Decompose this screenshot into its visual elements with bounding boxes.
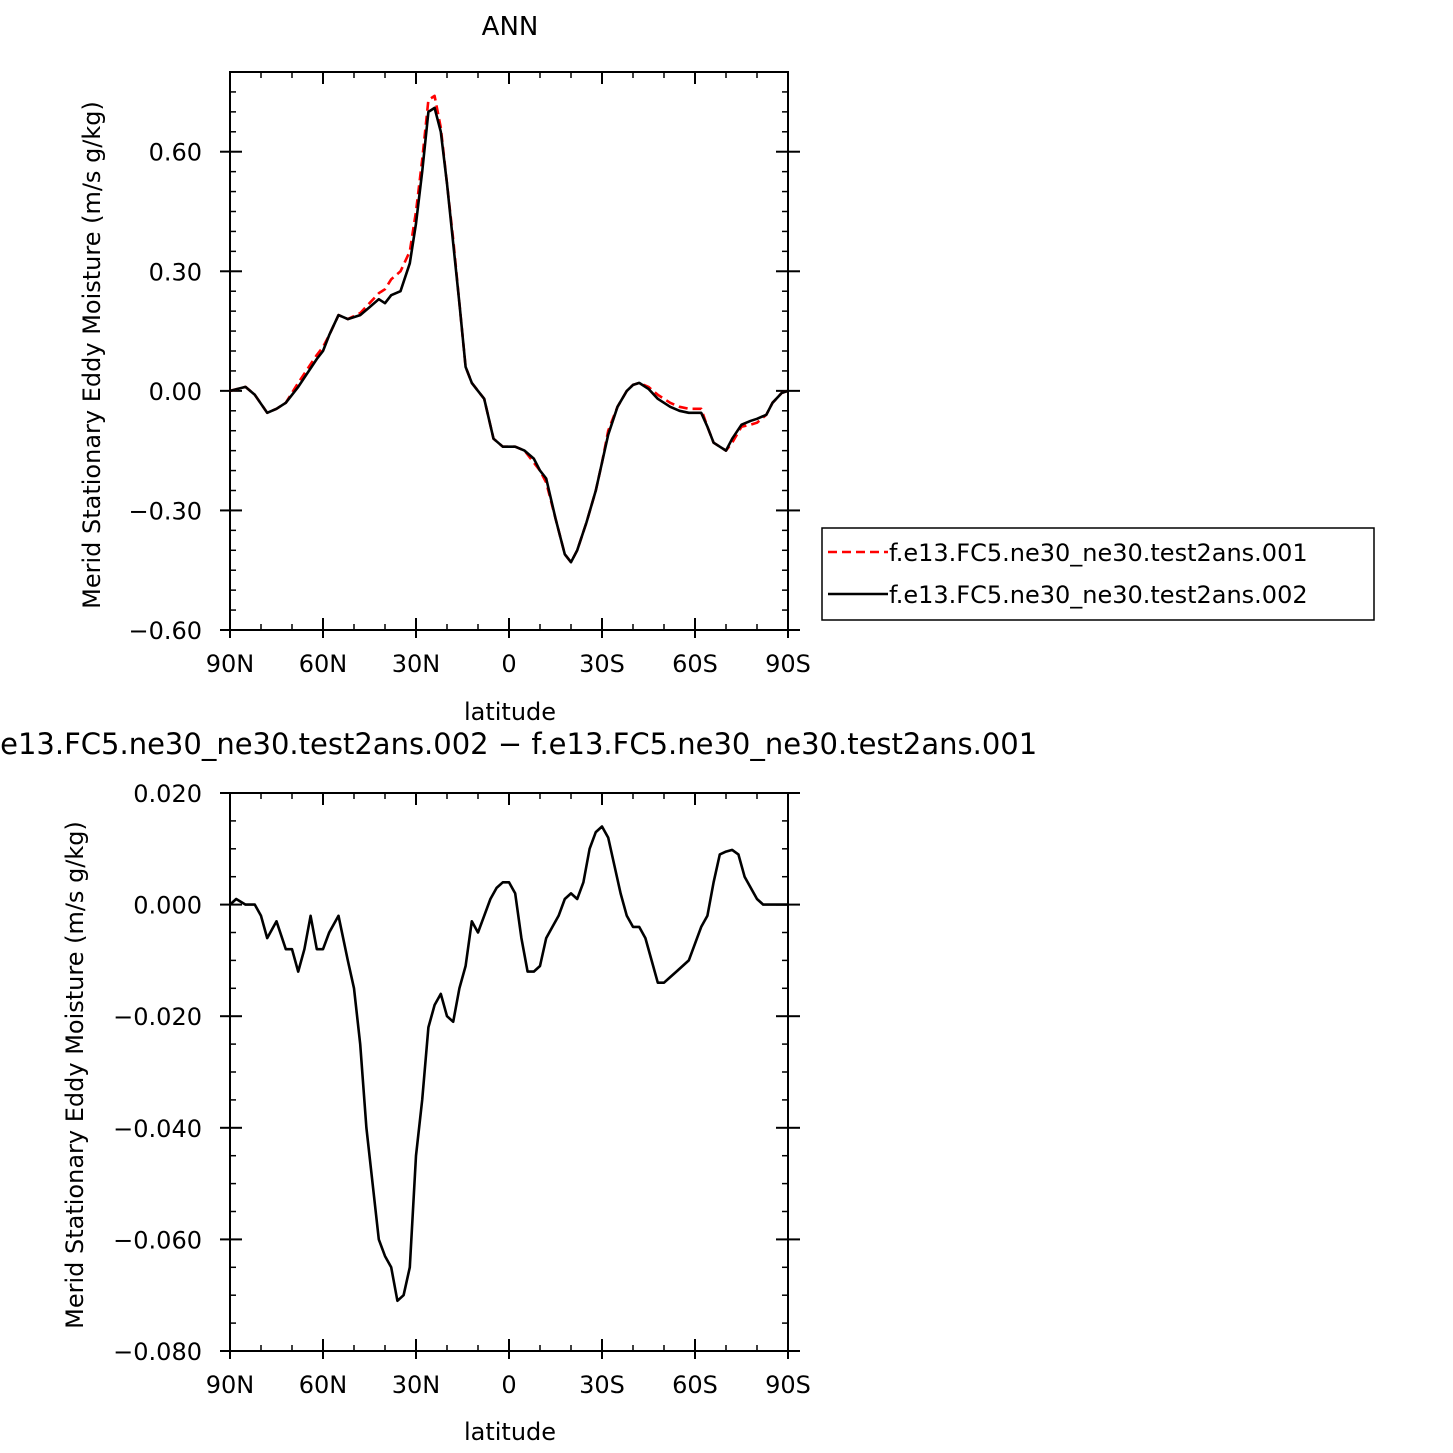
bottom-x-tick-label: 90N [206, 1371, 255, 1399]
bottom-y-tick-label: 0.000 [133, 892, 202, 920]
bottom-ticks: 90N 60N 30N 0 30S 60S 90S −0.080 −0.060 −0.040 −0.… [113, 780, 811, 1399]
top-x-tick-label: 30N [392, 650, 441, 678]
top-y-tick-label: −0.60 [128, 617, 202, 645]
top-x-axis-label: latitude [464, 698, 556, 726]
top-y-tick-label: 0.30 [149, 258, 202, 286]
legend-label-series-1: f.e13.FC5.ne30_ne30.test2ans.001 [889, 539, 1308, 567]
legend: f.e13.FC5.ne30_ne30.test2ans.001 f.e13.F… [821, 527, 1375, 621]
bottom-panel-title: f.e13.FC5.ne30_ne30.test2ans.002 − f.e13… [0, 727, 1037, 761]
bottom-x-tick-label: 30N [392, 1371, 441, 1399]
legend-label-series-2: f.e13.FC5.ne30_ne30.test2ans.002 [889, 581, 1308, 609]
bottom-x-axis-label: latitude [464, 1418, 556, 1446]
bottom-x-tick-label: 0 [501, 1371, 516, 1399]
top-y-tick-label: 0.60 [149, 139, 202, 167]
top-x-tick-label: 90N [206, 650, 255, 678]
top-x-tick-label: 60S [672, 650, 718, 678]
top-y-tick-label: −0.30 [128, 497, 202, 525]
top-x-tick-label: 90S [765, 650, 811, 678]
bottom-y-tick-label: 0.020 [133, 780, 202, 808]
top-panel: ANN 90N 60N 30N 0 30S 60S 90S −0.60 −0.30 0.00 0.3… [78, 12, 1375, 726]
bottom-x-tick-label: 30S [579, 1371, 625, 1399]
bottom-y-tick-label: −0.060 [113, 1226, 202, 1254]
bottom-x-tick-label: 60N [299, 1371, 348, 1399]
bottom-y-tick-label: −0.080 [113, 1338, 202, 1366]
top-y-axis-label: Merid Stationary Eddy Moisture (m/s g/kg… [78, 101, 106, 609]
bottom-panel: f.e13.FC5.ne30_ne30.test2ans.002 − f.e13… [0, 727, 1037, 1446]
top-x-tick-label: 60N [299, 650, 348, 678]
bottom-series-line-1 [229, 825, 788, 1303]
bottom-series-layer [229, 825, 788, 1303]
top-series-layer [229, 94, 789, 564]
top-panel-title: ANN [482, 12, 539, 42]
top-series-line-2 [229, 106, 789, 564]
bottom-y-axis-label: Merid Stationary Eddy Moisture (m/s g/kg… [61, 821, 89, 1329]
top-y-tick-label: 0.00 [149, 378, 202, 406]
top-x-tick-label: 0 [501, 650, 516, 678]
legend-box [821, 527, 1375, 621]
bottom-y-tick-label: −0.040 [113, 1115, 202, 1143]
bottom-x-tick-label: 90S [765, 1371, 811, 1399]
bottom-x-tick-label: 60S [672, 1371, 718, 1399]
top-ticks: 90N 60N 30N 0 30S 60S 90S −0.60 −0.30 0.00 0.30 0.6… [128, 71, 811, 678]
bottom-y-tick-label: −0.020 [113, 1003, 202, 1031]
top-x-tick-label: 30S [579, 650, 625, 678]
